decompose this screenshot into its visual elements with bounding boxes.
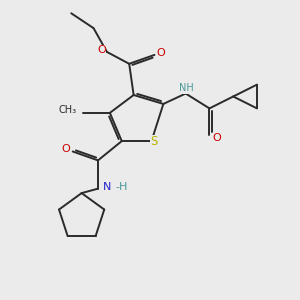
Text: S: S <box>150 135 158 148</box>
Text: NH: NH <box>179 83 194 93</box>
Text: O: O <box>212 133 221 143</box>
Text: O: O <box>62 144 70 154</box>
Text: N: N <box>103 182 112 192</box>
Text: O: O <box>157 48 165 59</box>
Text: -H: -H <box>116 182 128 192</box>
Text: O: O <box>97 45 106 56</box>
Text: CH₃: CH₃ <box>58 106 76 116</box>
